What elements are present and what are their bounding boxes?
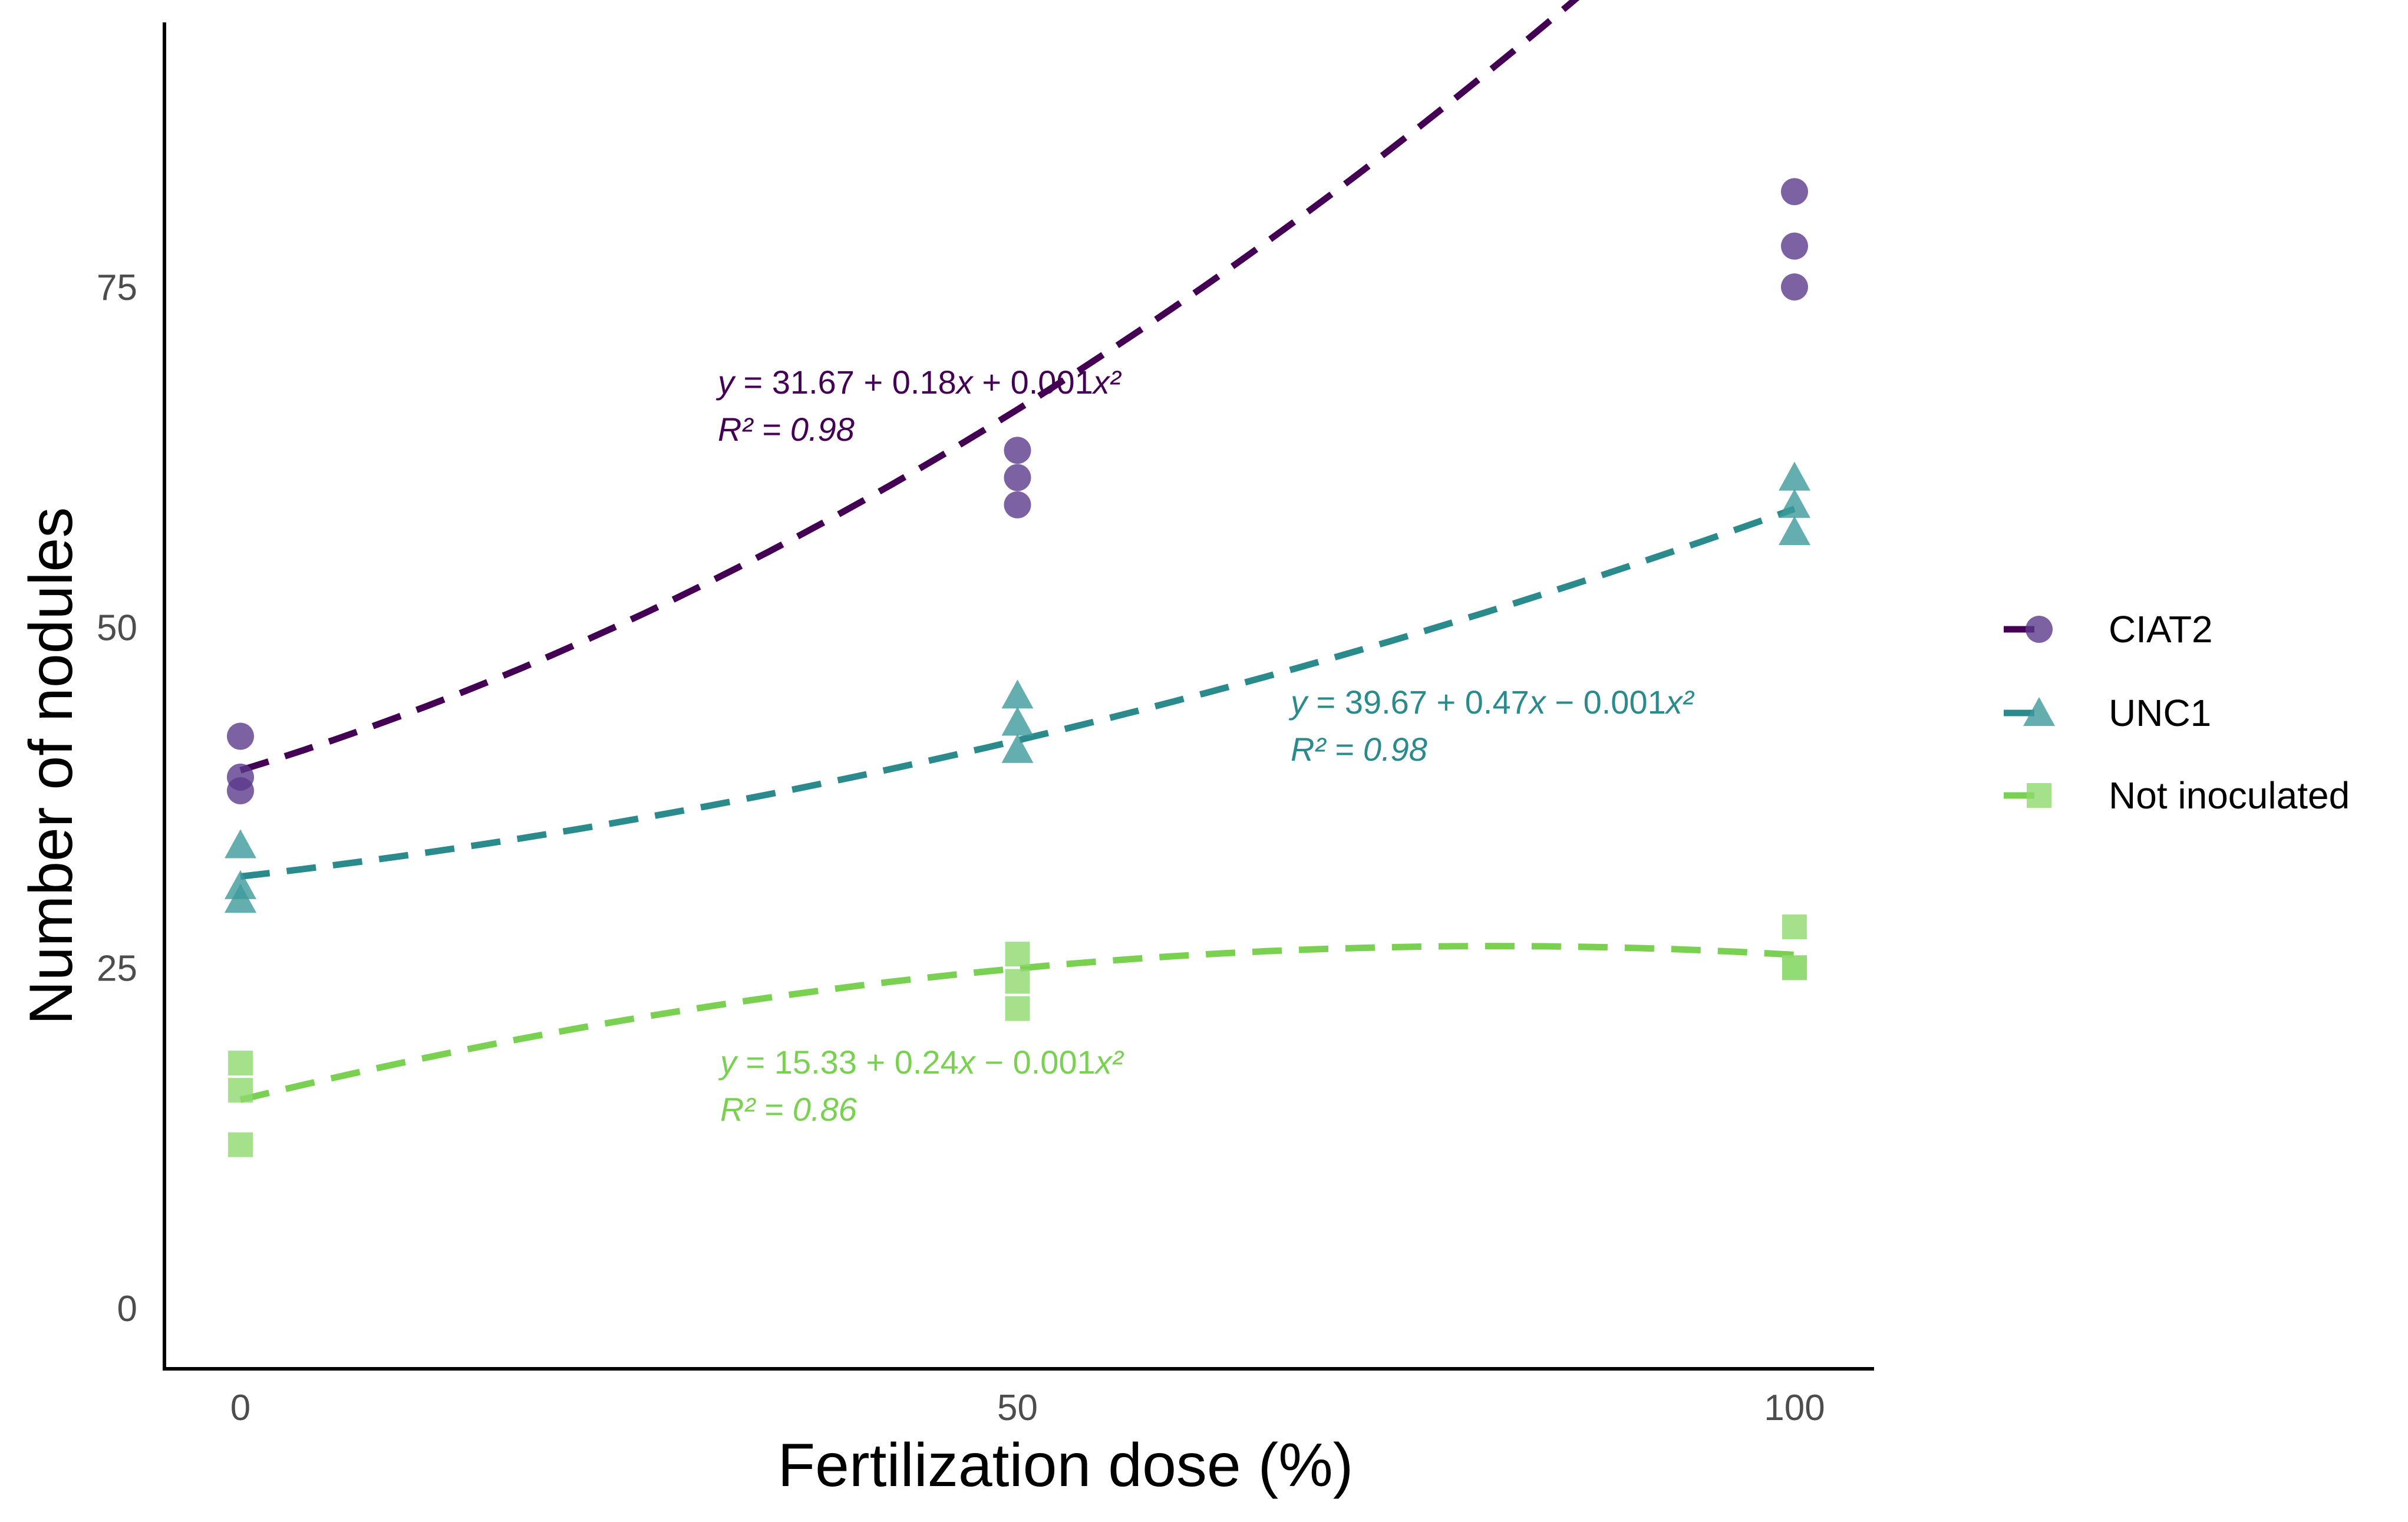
svg-text:y = 39.67 + 0.47x − 0.001x²: y = 39.67 + 0.47x − 0.001x² — [1288, 684, 1695, 721]
data-point-not-inoculated — [1782, 914, 1807, 940]
fit-line-unc1 — [240, 506, 1796, 880]
fit-lines — [239, 0, 1796, 1103]
data-point-unc1 — [1779, 461, 1810, 491]
data-point-not-inoculated — [1005, 996, 1030, 1021]
fit-line-not-inoculated — [239, 943, 1795, 1103]
data-point-ciat2 — [1004, 491, 1031, 519]
data-point-not-inoculated — [1005, 969, 1030, 994]
legend-item-ciat2: CIAT2 — [2004, 608, 2213, 651]
legend: CIAT2 UNC1 Not inoculated — [2004, 608, 2350, 817]
data-point-ciat2 — [1781, 232, 1808, 260]
r2-ciat2: R² = 0.98 — [718, 411, 855, 448]
x-tick-label: 50 — [997, 1388, 1038, 1428]
data-point-ciat2 — [1004, 464, 1031, 491]
data-point-unc1 — [1001, 734, 1034, 763]
data-point-ciat2 — [227, 722, 254, 750]
data-point-unc1 — [225, 829, 256, 859]
data-point-unc1 — [1001, 679, 1034, 709]
data-point-unc1 — [1779, 488, 1810, 518]
y-tick-label: 75 — [97, 268, 137, 308]
x-tick-label: 0 — [230, 1388, 250, 1428]
svg-text:y = 31.67 + 0.18x + 0.001x²: y = 31.67 + 0.18x + 0.001x² — [715, 364, 1122, 401]
data-point-unc1 — [1001, 706, 1034, 736]
data-point-ciat2 — [227, 777, 254, 804]
y-tick-label: 50 — [97, 608, 137, 649]
y-axis-ticks: 0 25 50 75 — [97, 268, 137, 1329]
data-point-ciat2 — [1004, 437, 1031, 464]
equation-annotation-not-inoculated: y = 15.33 + 0.24x − 0.001x² R² = 0.86 — [718, 1044, 1124, 1128]
data-point-not-inoculated — [228, 1051, 253, 1076]
y-tick-label: 25 — [97, 948, 137, 989]
y-axis-title: Number of nodules — [17, 507, 85, 1025]
data-point-not-inoculated — [228, 1132, 253, 1157]
data-point-not-inoculated — [1782, 955, 1807, 980]
legend-marker-unc1 — [2023, 697, 2055, 727]
data-point-unc1 — [225, 883, 256, 913]
r2-not-inoculated: R² = 0.86 — [720, 1091, 857, 1128]
legend-marker-not-inoculated — [2027, 783, 2051, 808]
x-axis-ticks: 0 50 100 — [230, 1388, 1825, 1428]
x-axis-title: Fertilization dose (%) — [778, 1431, 1354, 1500]
data-point-ciat2 — [1781, 178, 1808, 206]
svg-text:y = 15.33 + 0.24x − 0.001x²: y = 15.33 + 0.24x − 0.001x² — [718, 1044, 1124, 1081]
legend-label-unc1: UNC1 — [2109, 692, 2211, 734]
equation-annotation-unc1: y = 39.67 + 0.47x − 0.001x² R² = 0.98 — [1288, 684, 1695, 768]
data-point-not-inoculated — [228, 1078, 253, 1103]
data-point-unc1 — [1779, 516, 1810, 546]
data-points — [225, 178, 1810, 1157]
data-point-not-inoculated — [1005, 942, 1030, 967]
data-point-ciat2 — [1781, 273, 1808, 301]
legend-label-ciat2: CIAT2 — [2109, 608, 2213, 651]
legend-label-not-inoculated: Not inoculated — [2109, 774, 2350, 817]
equation-annotation-ciat2: y = 31.67 + 0.18x + 0.001x² R² = 0.98 — [715, 364, 1122, 448]
y-tick-label: 0 — [117, 1289, 137, 1329]
legend-item-unc1: UNC1 — [2004, 692, 2211, 734]
legend-item-not-inoculated: Not inoculated — [2004, 774, 2350, 817]
r2-unc1: R² = 0.98 — [1291, 731, 1427, 768]
fit-line-ciat2 — [239, 0, 1580, 774]
x-tick-label: 100 — [1764, 1388, 1825, 1428]
legend-marker-ciat2 — [2026, 616, 2053, 643]
